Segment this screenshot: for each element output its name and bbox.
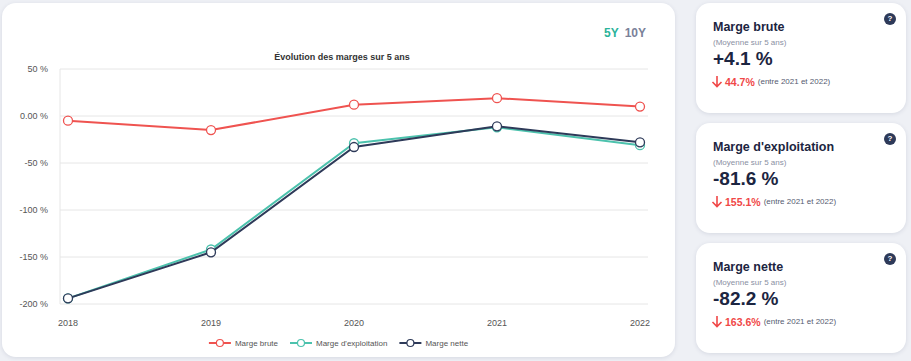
help-icon[interactable]: ? <box>884 13 896 25</box>
x-tick-label: 2018 <box>58 318 78 328</box>
x-tick-label: 2019 <box>201 318 221 328</box>
x-tick-label: 2022 <box>630 318 650 328</box>
grid-line <box>60 163 648 164</box>
legend: Marge brute Marge d'exploitation Marge net… <box>209 339 469 348</box>
down-arrow <box>711 75 723 88</box>
point <box>493 123 502 132</box>
down-arrow <box>711 195 723 208</box>
grid-line <box>60 304 648 305</box>
point <box>493 122 502 131</box>
legend-marker <box>216 340 223 347</box>
kpi-change-row: 163.6%(entre 2021 et 2022) <box>711 315 836 328</box>
y-tick-label: -50 % <box>24 158 48 168</box>
kpi-title: Marge brute <box>713 20 785 34</box>
y-tick-label: 0.00 % <box>20 111 48 121</box>
grid-line <box>60 257 648 258</box>
kpi-period: (entre 2021 et 2022) <box>764 317 837 326</box>
y-axis-line <box>60 69 61 304</box>
y-tick-label: -100 % <box>19 205 48 215</box>
kpi-title: Marge nette <box>713 260 783 274</box>
kpi-change: 44.7% <box>725 76 755 88</box>
point <box>493 94 502 103</box>
down-arrow <box>711 315 723 328</box>
legend-item: Marge d'exploitation <box>290 339 387 348</box>
kpi-card: Marge brute (Moyenne sur 5 ans)+4.1 %? 44.… <box>696 3 906 113</box>
period-button[interactable]: 10Y <box>625 26 646 40</box>
x-tick-label: 2021 <box>487 318 507 328</box>
point <box>64 294 73 303</box>
help-icon[interactable]: ? <box>884 133 896 145</box>
kpi-period: (entre 2021 et 2022) <box>758 77 831 86</box>
plot-area <box>64 94 645 303</box>
point <box>207 248 216 257</box>
kpi-change: 163.6% <box>725 316 761 328</box>
kpi-subtitle: (Moyenne sur 5 ans) <box>713 158 786 167</box>
chart-card: 5Y 10Y Évolution des marges sur 5 ans -200 … <box>2 3 675 357</box>
kpi-card: Marge d'exploitation (Moyenne sur 5 ans)-… <box>696 123 906 233</box>
legend-marker <box>298 340 305 347</box>
point <box>207 126 216 135</box>
point <box>350 100 359 109</box>
arrow-path <box>713 316 722 327</box>
grid-line <box>60 69 648 70</box>
kpi-change: 155.1% <box>725 196 761 208</box>
point <box>636 138 645 147</box>
legend-label: Marge d'exploitation <box>316 339 387 348</box>
series-line <box>68 127 640 298</box>
kpi-title: Marge d'exploitation <box>713 140 834 154</box>
kpi-subtitle: (Moyenne sur 5 ans) <box>713 278 786 287</box>
legend-item: Marge nette <box>399 339 468 348</box>
kpi-value: -82.2 % <box>713 288 778 310</box>
grid-line <box>60 116 648 117</box>
kpi-card: Marge nette (Moyenne sur 5 ans)-82.2 %? 16… <box>696 243 906 353</box>
kpi-change-row: 155.1%(entre 2021 et 2022) <box>711 195 836 208</box>
series-line <box>68 98 640 130</box>
chart-title: Évolution des marges sur 5 ans <box>274 52 410 62</box>
legend-label: Marge brute <box>235 339 279 348</box>
point <box>636 102 645 111</box>
period-button[interactable]: 5Y <box>604 26 619 40</box>
arrow-path <box>713 196 722 207</box>
x-tick-label: 2020 <box>344 318 364 328</box>
legend-marker <box>407 340 414 347</box>
kpi-value: +4.1 % <box>713 48 773 70</box>
chart: 5Y 10Y Évolution des marges sur 5 ans -200 … <box>2 3 675 357</box>
kpi-change-row: 44.7%(entre 2021 et 2022) <box>711 75 830 88</box>
y-tick-label: 50 % <box>27 64 48 74</box>
kpi-subtitle: (Moyenne sur 5 ans) <box>713 38 786 47</box>
arrow-path <box>713 76 722 87</box>
legend-label: Marge nette <box>425 339 468 348</box>
point <box>64 116 73 125</box>
point <box>64 294 73 303</box>
kpi-value: -81.6 % <box>713 168 778 190</box>
grid-line <box>60 210 648 211</box>
point <box>350 143 359 152</box>
y-tick-label: -200 % <box>19 299 48 309</box>
help-icon[interactable]: ? <box>884 253 896 265</box>
legend-item: Marge brute <box>209 339 279 348</box>
kpi-period: (entre 2021 et 2022) <box>764 197 837 206</box>
series-line <box>68 126 640 298</box>
y-tick-label: -150 % <box>19 252 48 262</box>
